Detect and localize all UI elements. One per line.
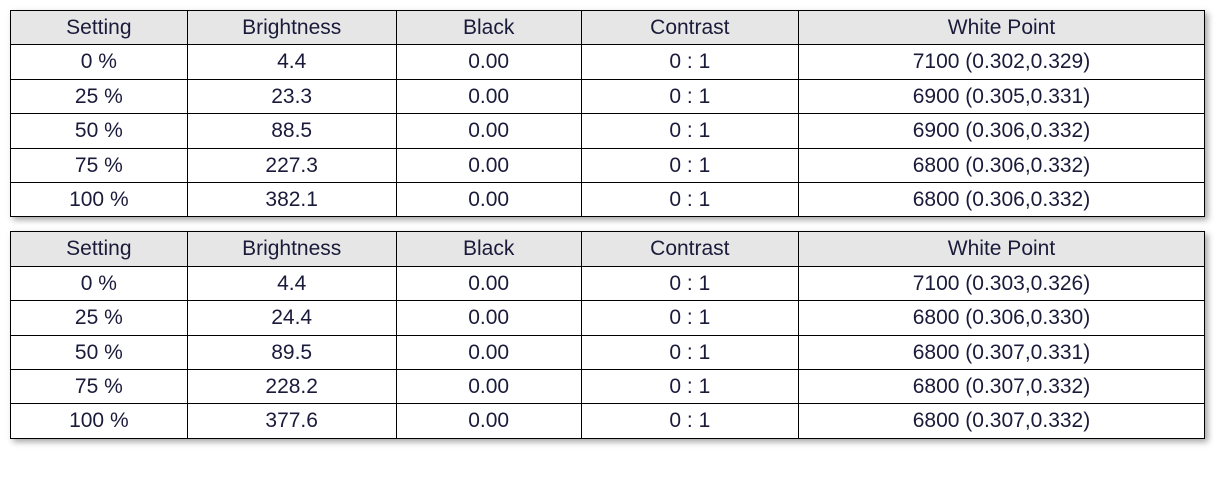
cell-setting: 100 % xyxy=(11,404,188,438)
cell-brightness: 377.6 xyxy=(187,404,396,438)
cell-whitepoint: 7100 (0.302,0.329) xyxy=(799,45,1205,79)
cell-black: 0.00 xyxy=(396,79,581,113)
cell-setting: 100 % xyxy=(11,182,188,216)
table-row: 50 % 88.5 0.00 0 : 1 6900 (0.306,0.332) xyxy=(11,114,1205,148)
cell-setting: 50 % xyxy=(11,335,188,369)
cell-contrast: 0 : 1 xyxy=(581,45,798,79)
cell-black: 0.00 xyxy=(396,45,581,79)
brightness-table-1: Setting Brightness Black Contrast White … xyxy=(10,10,1205,217)
cell-contrast: 0 : 1 xyxy=(581,79,798,113)
table-row: 25 % 23.3 0.00 0 : 1 6900 (0.305,0.331) xyxy=(11,79,1205,113)
col-setting: Setting xyxy=(11,232,188,266)
col-whitepoint: White Point xyxy=(799,232,1205,266)
cell-black: 0.00 xyxy=(396,266,581,300)
col-brightness: Brightness xyxy=(187,11,396,45)
cell-brightness: 23.3 xyxy=(187,79,396,113)
table-header-row: Setting Brightness Black Contrast White … xyxy=(11,232,1205,266)
col-whitepoint: White Point xyxy=(799,11,1205,45)
cell-whitepoint: 6800 (0.307,0.332) xyxy=(799,404,1205,438)
col-contrast: Contrast xyxy=(581,232,798,266)
cell-black: 0.00 xyxy=(396,404,581,438)
cell-whitepoint: 6800 (0.307,0.332) xyxy=(799,369,1205,403)
col-contrast: Contrast xyxy=(581,11,798,45)
data-table: Setting Brightness Black Contrast White … xyxy=(10,10,1205,217)
cell-black: 0.00 xyxy=(396,114,581,148)
cell-setting: 25 % xyxy=(11,301,188,335)
cell-whitepoint: 6800 (0.306,0.330) xyxy=(799,301,1205,335)
cell-contrast: 0 : 1 xyxy=(581,301,798,335)
cell-setting: 25 % xyxy=(11,79,188,113)
cell-black: 0.00 xyxy=(396,335,581,369)
table-row: 0 % 4.4 0.00 0 : 1 7100 (0.302,0.329) xyxy=(11,45,1205,79)
cell-brightness: 228.2 xyxy=(187,369,396,403)
cell-setting: 50 % xyxy=(11,114,188,148)
cell-black: 0.00 xyxy=(396,148,581,182)
cell-black: 0.00 xyxy=(396,301,581,335)
cell-contrast: 0 : 1 xyxy=(581,369,798,403)
table-row: 50 % 89.5 0.00 0 : 1 6800 (0.307,0.331) xyxy=(11,335,1205,369)
cell-contrast: 0 : 1 xyxy=(581,182,798,216)
cell-setting: 75 % xyxy=(11,369,188,403)
cell-contrast: 0 : 1 xyxy=(581,404,798,438)
col-black: Black xyxy=(396,11,581,45)
table-row: 75 % 227.3 0.00 0 : 1 6800 (0.306,0.332) xyxy=(11,148,1205,182)
table-row: 100 % 382.1 0.00 0 : 1 6800 (0.306,0.332… xyxy=(11,182,1205,216)
cell-whitepoint: 6900 (0.305,0.331) xyxy=(799,79,1205,113)
cell-black: 0.00 xyxy=(396,369,581,403)
col-setting: Setting xyxy=(11,11,188,45)
col-black: Black xyxy=(396,232,581,266)
cell-whitepoint: 7100 (0.303,0.326) xyxy=(799,266,1205,300)
cell-contrast: 0 : 1 xyxy=(581,148,798,182)
cell-brightness: 89.5 xyxy=(187,335,396,369)
cell-brightness: 4.4 xyxy=(187,266,396,300)
cell-whitepoint: 6800 (0.306,0.332) xyxy=(799,148,1205,182)
data-table: Setting Brightness Black Contrast White … xyxy=(10,231,1205,438)
cell-whitepoint: 6800 (0.307,0.331) xyxy=(799,335,1205,369)
cell-whitepoint: 6900 (0.306,0.332) xyxy=(799,114,1205,148)
cell-setting: 0 % xyxy=(11,45,188,79)
cell-brightness: 88.5 xyxy=(187,114,396,148)
cell-brightness: 24.4 xyxy=(187,301,396,335)
table-row: 25 % 24.4 0.00 0 : 1 6800 (0.306,0.330) xyxy=(11,301,1205,335)
cell-contrast: 0 : 1 xyxy=(581,114,798,148)
brightness-table-2: Setting Brightness Black Contrast White … xyxy=(10,231,1205,438)
cell-contrast: 0 : 1 xyxy=(581,335,798,369)
col-brightness: Brightness xyxy=(187,232,396,266)
cell-whitepoint: 6800 (0.306,0.332) xyxy=(799,182,1205,216)
cell-brightness: 382.1 xyxy=(187,182,396,216)
cell-setting: 75 % xyxy=(11,148,188,182)
table-row: 0 % 4.4 0.00 0 : 1 7100 (0.303,0.326) xyxy=(11,266,1205,300)
cell-black: 0.00 xyxy=(396,182,581,216)
cell-brightness: 4.4 xyxy=(187,45,396,79)
cell-contrast: 0 : 1 xyxy=(581,266,798,300)
table-row: 100 % 377.6 0.00 0 : 1 6800 (0.307,0.332… xyxy=(11,404,1205,438)
cell-brightness: 227.3 xyxy=(187,148,396,182)
cell-setting: 0 % xyxy=(11,266,188,300)
table-row: 75 % 228.2 0.00 0 : 1 6800 (0.307,0.332) xyxy=(11,369,1205,403)
table-header-row: Setting Brightness Black Contrast White … xyxy=(11,11,1205,45)
